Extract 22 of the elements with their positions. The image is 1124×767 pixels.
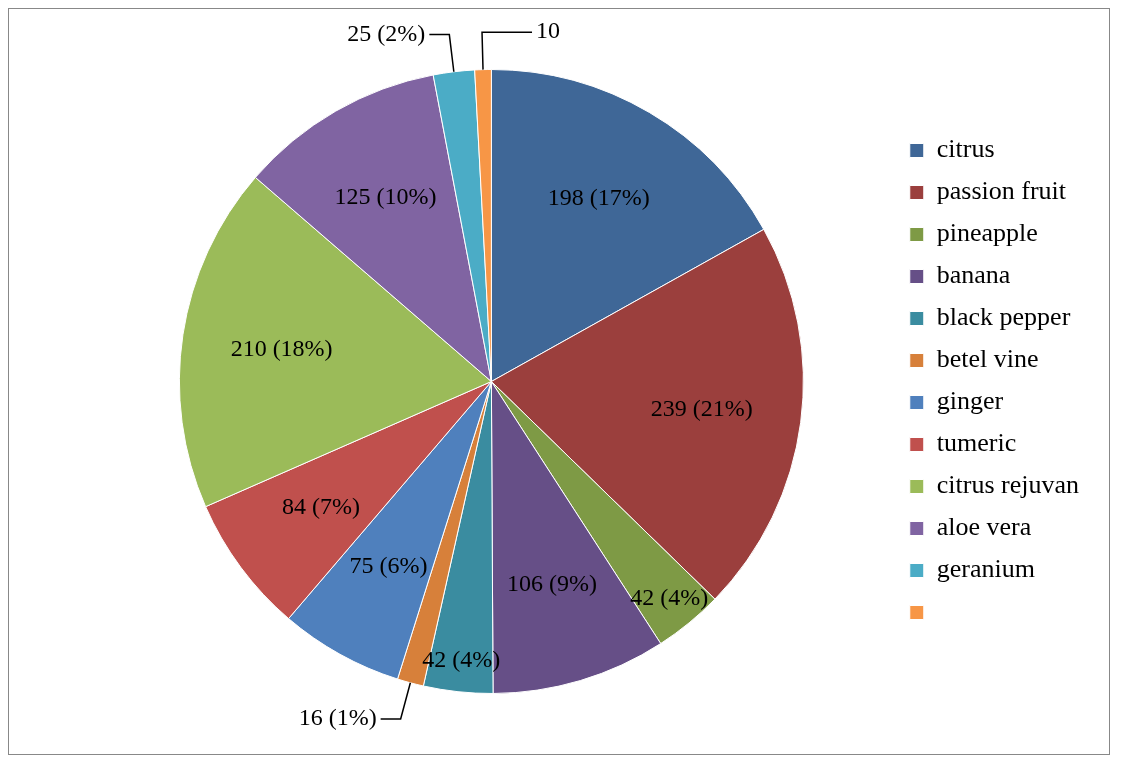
- data-label: 125 (10%): [334, 182, 437, 209]
- data-label: 84 (7%): [281, 493, 360, 520]
- data-label: 106 (9%): [506, 570, 597, 597]
- data-label: 75 (6%): [349, 552, 428, 579]
- legend-label: banana: [936, 260, 1011, 290]
- data-label: 42 (4%): [630, 584, 709, 611]
- legend-label: aloe vera: [936, 512, 1032, 542]
- legend-label: citrus: [936, 134, 995, 164]
- data-label: 210 (18%): [230, 335, 333, 362]
- legend-label: passion fruit: [936, 176, 1067, 206]
- legend-label: tumeric: [936, 428, 1017, 458]
- data-label: 10: [536, 17, 561, 44]
- data-label: 198 (17%): [547, 183, 650, 210]
- legend-label: ginger: [936, 386, 1004, 416]
- legend-label: black pepper: [936, 302, 1071, 332]
- data-label: 25 (2%): [347, 19, 426, 46]
- legend-label: betel vine: [936, 344, 1039, 374]
- legend-label: citrus rejuvan: [936, 470, 1080, 500]
- legend-label: pineapple: [936, 218, 1038, 248]
- data-label: 16 (1%): [298, 704, 377, 731]
- data-label: 239 (21%): [650, 394, 753, 421]
- legend-label: geranium: [936, 554, 1035, 584]
